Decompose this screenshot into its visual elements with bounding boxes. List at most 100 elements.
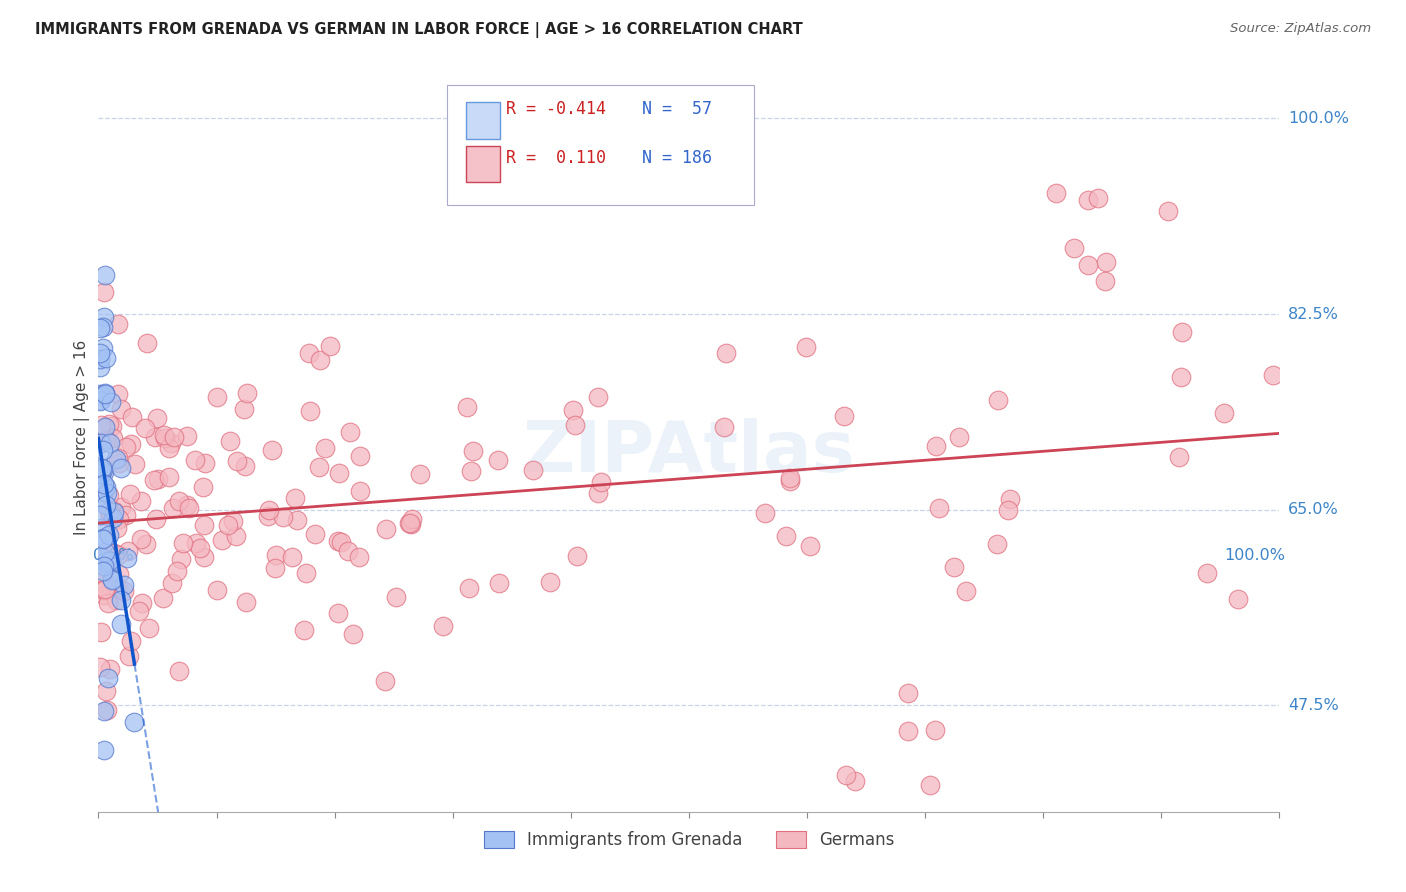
Point [162,500,184,515]
Point [308,460,330,475]
Point [96,683,118,698]
Text: R = -0.414: R = -0.414 [506,100,606,118]
Point [89,345,111,359]
Point [91,531,114,545]
Point [104,452,127,467]
Point [157,442,180,456]
Point [339,425,361,439]
Point [91,564,114,578]
Point [103,504,125,518]
Point [93,484,115,499]
Point [309,353,332,368]
Point [280,549,302,564]
Point [948,430,970,444]
Point [955,583,977,598]
Point [91,462,114,476]
Text: 82.5%: 82.5% [1288,307,1339,321]
Point [779,471,801,485]
Point [586,485,609,500]
Point [93,268,115,282]
Point [1063,241,1085,255]
Point [138,621,160,635]
Point [844,773,866,788]
Point [799,539,821,553]
Text: 65.0%: 65.0% [1288,502,1339,517]
Point [304,526,326,541]
Point [835,768,858,782]
Point [1077,193,1099,207]
Point [146,410,169,425]
Point [328,534,350,549]
Point [89,359,111,374]
Point [986,537,1008,551]
Point [114,440,136,454]
Point [1087,191,1109,205]
Point [152,591,174,605]
Point [998,492,1021,507]
Point [115,551,138,566]
Point [129,532,152,546]
Point [398,516,420,530]
Text: 0.0%: 0.0% [93,548,134,563]
Point [97,554,120,568]
Point [235,595,257,609]
Point [832,409,855,423]
Point [94,351,117,365]
Point [349,449,371,463]
Point [94,386,117,401]
Point [93,704,115,718]
Point [226,454,249,468]
Point [90,521,112,535]
Point [458,581,481,595]
Point [1261,368,1284,383]
Point [460,464,482,478]
Point [100,394,122,409]
FancyBboxPatch shape [447,85,754,205]
Point [100,553,122,567]
Point [349,484,371,499]
Point [94,387,117,401]
Point [93,558,115,573]
Point [94,582,117,596]
Point [112,584,135,599]
Point [794,341,817,355]
Point [101,419,124,434]
Point [136,335,159,350]
Point [336,544,359,558]
Point [943,560,966,574]
Point [987,393,1010,408]
Point [928,501,950,516]
Point [295,566,318,581]
Point [217,518,239,533]
Point [97,596,120,610]
Point [108,512,131,526]
Point [93,588,115,602]
Point [91,567,114,582]
Text: ZIPAtlas: ZIPAtlas [523,417,855,486]
Point [401,512,423,526]
Point [93,285,115,300]
Point [167,664,190,678]
Text: 47.5%: 47.5% [1288,698,1339,713]
Point [193,549,215,564]
Point [561,403,583,417]
Point [920,778,942,792]
Point [145,511,167,525]
Point [169,552,191,566]
Point [128,604,150,618]
Point [100,436,122,450]
Point [94,480,117,494]
Point [328,466,350,480]
Point [107,387,129,401]
Point [398,516,420,531]
Point [167,493,190,508]
Point [97,528,120,542]
Point [924,723,946,737]
Point [91,319,114,334]
Point [121,634,143,648]
Point [193,518,215,533]
Point [153,431,176,445]
Point [260,442,283,457]
Point [997,502,1019,516]
Point [326,606,349,620]
